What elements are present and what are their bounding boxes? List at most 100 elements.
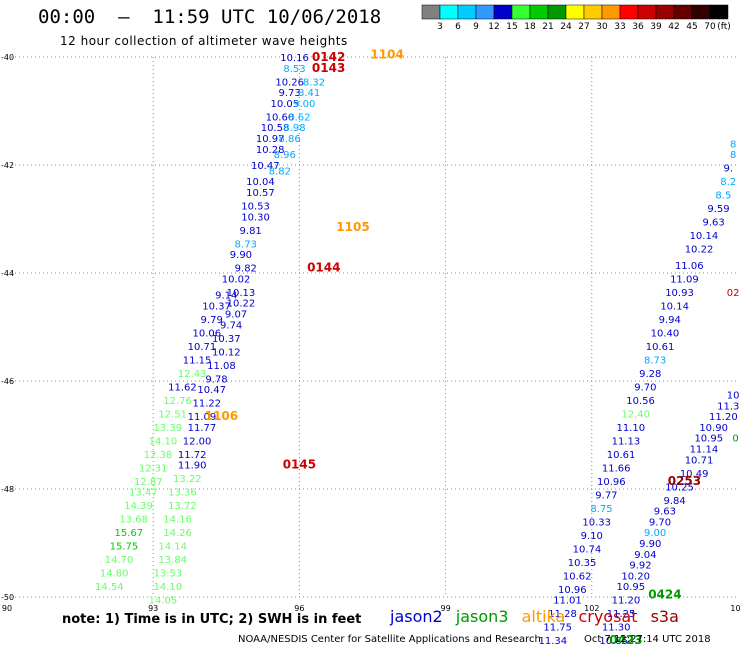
colorbar-label: 27 bbox=[578, 22, 589, 32]
y-tick-label: -42 bbox=[1, 161, 14, 170]
colorbar-swatch bbox=[511, 4, 531, 20]
observation-label: 9.90 bbox=[639, 539, 661, 550]
observation-label: 10.90 bbox=[699, 423, 728, 434]
observation-label: 10.35 bbox=[568, 558, 597, 569]
observation-label: 12.40 bbox=[621, 409, 650, 420]
observation-label: 9.79 bbox=[201, 315, 223, 326]
observation-label: 12.87 bbox=[134, 477, 163, 488]
observation-label: 10.60 bbox=[266, 112, 295, 123]
observation-label: 11.66 bbox=[602, 463, 631, 474]
observation-label: 13.36 bbox=[168, 488, 197, 499]
observation-label: 9.78 bbox=[205, 374, 227, 385]
colorbar-swatch bbox=[655, 4, 675, 20]
observation-label: 10.62 bbox=[563, 571, 592, 582]
colorbar-label: 30 bbox=[596, 22, 608, 32]
colorbar-label: 3 bbox=[437, 22, 443, 32]
colorbar-label: 70 bbox=[704, 22, 716, 32]
observation-label: 9.59 bbox=[707, 204, 729, 215]
observation-label: 14.10 bbox=[153, 582, 182, 593]
observation-label: 1105 bbox=[336, 220, 369, 234]
colorbar-units: (ft) bbox=[717, 22, 731, 32]
observation-label: 10.04 bbox=[246, 177, 275, 188]
observation-label: 10.47 bbox=[197, 385, 226, 396]
x-tick-label: 102 bbox=[584, 604, 599, 613]
observation-label: 10.25 bbox=[665, 482, 694, 493]
observation-label: 8 bbox=[730, 150, 736, 161]
observation-label: 8.32 bbox=[303, 77, 325, 88]
colorbar-label: 33 bbox=[614, 22, 625, 32]
observation-label: 10.14 bbox=[660, 301, 689, 312]
observation-label: 11.62 bbox=[168, 382, 197, 393]
colorbar-swatch bbox=[529, 4, 549, 20]
observation-label: 9.04 bbox=[634, 550, 656, 561]
colorbar-label: 6 bbox=[455, 22, 461, 32]
x-tick-label: 90 bbox=[2, 604, 12, 613]
colorbar-swatch bbox=[709, 4, 729, 20]
observation-label: 11.25 bbox=[607, 609, 636, 620]
y-tick-label: -50 bbox=[1, 593, 14, 602]
observation-label: 9.63 bbox=[654, 507, 676, 518]
observation-label: 11.20 bbox=[709, 412, 738, 423]
observation-label: 10.47 bbox=[251, 161, 280, 172]
observation-label: 14.54 bbox=[95, 582, 124, 593]
colorbar-label: 24 bbox=[560, 22, 572, 32]
colorbar-swatch bbox=[583, 4, 603, 20]
observation-label: 9.92 bbox=[629, 561, 651, 572]
colorbar-swatch bbox=[565, 4, 585, 20]
observation-label: 8.86 bbox=[279, 134, 301, 145]
colorbar-swatch bbox=[637, 4, 657, 20]
observation-label: 11.77 bbox=[188, 423, 217, 434]
observation-label: 8 bbox=[730, 139, 736, 150]
colorbar-label: 42 bbox=[668, 22, 679, 32]
observation-label: 13.72 bbox=[168, 501, 197, 512]
observation-label: 14.70 bbox=[105, 555, 134, 566]
observation-label: 14.16 bbox=[163, 515, 192, 526]
observation-label: 9.70 bbox=[634, 382, 656, 393]
observation-label: 0145 bbox=[283, 458, 316, 472]
colorbar-swatch bbox=[439, 4, 459, 20]
observation-label: 10.33 bbox=[582, 517, 611, 528]
observation-label: 02 bbox=[727, 288, 740, 299]
observation-label: 9.00 bbox=[293, 99, 315, 110]
observation-label: 13.22 bbox=[173, 474, 202, 485]
observation-label: 14.14 bbox=[158, 542, 187, 553]
observation-label: 11.30 bbox=[602, 623, 631, 634]
observation-label: 10.13 bbox=[227, 288, 256, 299]
observation-label: 10.53 bbox=[241, 202, 270, 213]
observation-label: 8.41 bbox=[298, 88, 320, 99]
observation-label: 11.72 bbox=[178, 450, 207, 461]
observation-label: 10.12 bbox=[212, 347, 241, 358]
colorbar-swatch bbox=[601, 4, 621, 20]
observation-label: 10.71 bbox=[188, 342, 217, 353]
observation-label: 8.75 bbox=[590, 504, 612, 515]
observation-label: 10.58 bbox=[261, 123, 290, 134]
observation-label: 11.14 bbox=[690, 445, 719, 456]
observation-label: 11.01 bbox=[553, 596, 582, 607]
observation-label: 10.85 bbox=[599, 636, 628, 647]
observation-label: 10.20 bbox=[621, 571, 650, 582]
colorbar-label: 39 bbox=[650, 22, 662, 32]
y-tick-label: -46 bbox=[1, 377, 14, 386]
observation-label: 9.84 bbox=[664, 496, 686, 507]
observation-label: 9.10 bbox=[581, 531, 603, 542]
observation-label: 11.08 bbox=[207, 361, 236, 372]
legend-jason2: jason2 bbox=[390, 607, 443, 626]
colorbar-label: 12 bbox=[488, 22, 499, 32]
observation-label: 10 bbox=[727, 391, 740, 402]
legend-s3a: s3a bbox=[650, 607, 679, 626]
observation-label: 10.40 bbox=[651, 328, 680, 339]
observation-label: 10.95 bbox=[616, 582, 645, 593]
observation-label: 13.39 bbox=[153, 423, 182, 434]
colorbar-label: 36 bbox=[632, 22, 644, 32]
observation-label: 10.22 bbox=[685, 245, 714, 256]
observation-label: 14.39 bbox=[124, 501, 153, 512]
observation-label: 10.49 bbox=[680, 469, 709, 480]
observation-label: 8.82 bbox=[269, 166, 291, 177]
x-tick-label: 96 bbox=[294, 604, 304, 613]
observation-label: 12.51 bbox=[158, 409, 187, 420]
observation-label: 8.62 bbox=[288, 112, 310, 123]
footer-note: note: 1) Time is in UTC; 2) SWH is in fe… bbox=[62, 612, 362, 627]
observation-label: 0423 bbox=[609, 633, 642, 647]
observation-label: 10.02 bbox=[222, 274, 251, 285]
colorbar-label: 45 bbox=[686, 22, 697, 32]
